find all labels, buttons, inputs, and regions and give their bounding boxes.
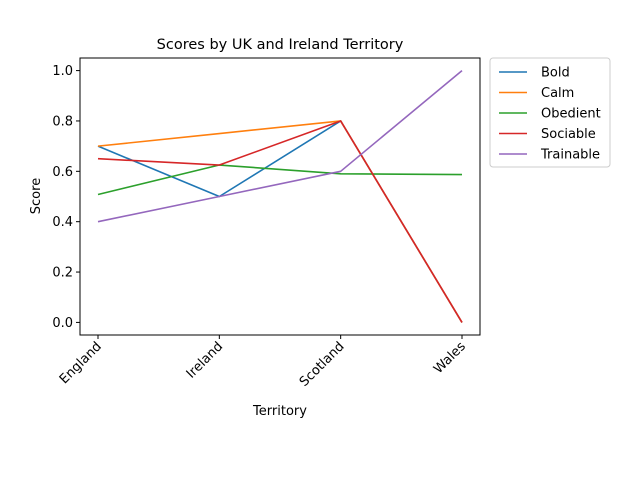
legend-label-trainable: Trainable bbox=[540, 148, 600, 163]
y-tick-label: 0.4 bbox=[52, 215, 73, 230]
legend-frame bbox=[489, 57, 611, 168]
plot-area bbox=[79, 57, 481, 336]
x-tick-label: Wales bbox=[431, 339, 469, 377]
x-tick-label: England bbox=[57, 339, 105, 387]
x-axis-title: Territory bbox=[252, 404, 307, 419]
x-tick-label: Scotland bbox=[297, 339, 348, 390]
y-tick-label: 1.0 bbox=[52, 64, 73, 79]
series-line-sociable bbox=[97, 120, 463, 323]
y-axis-title: Score bbox=[29, 178, 44, 214]
chart-title: Scores by UK and Ireland Territory bbox=[157, 37, 404, 53]
y-tick-label: 0.8 bbox=[52, 114, 73, 129]
series-line-trainable bbox=[97, 69, 463, 223]
y-tick-label: 0.2 bbox=[52, 266, 73, 281]
x-axis: England Ireland Scotland Wales bbox=[57, 335, 469, 390]
y-axis: 0.0 0.2 0.4 0.6 0.8 1.0 bbox=[52, 64, 80, 331]
series-line-bold bbox=[97, 120, 463, 323]
legend: Bold Calm Obedient Sociable Trainable bbox=[489, 57, 611, 168]
y-tick-label: 0.6 bbox=[52, 165, 73, 180]
legend-label-obedient: Obedient bbox=[541, 107, 601, 122]
legend-label-bold: Bold bbox=[541, 66, 570, 81]
series-line-calm bbox=[97, 120, 463, 323]
legend-label-sociable: Sociable bbox=[541, 127, 596, 142]
legend-label-calm: Calm bbox=[541, 86, 574, 101]
plot-frame bbox=[79, 57, 481, 336]
series-lines bbox=[97, 69, 463, 323]
series-line-obedient bbox=[97, 164, 463, 196]
x-tick-label: Ireland bbox=[184, 339, 226, 381]
y-tick-label: 0.0 bbox=[52, 316, 73, 331]
